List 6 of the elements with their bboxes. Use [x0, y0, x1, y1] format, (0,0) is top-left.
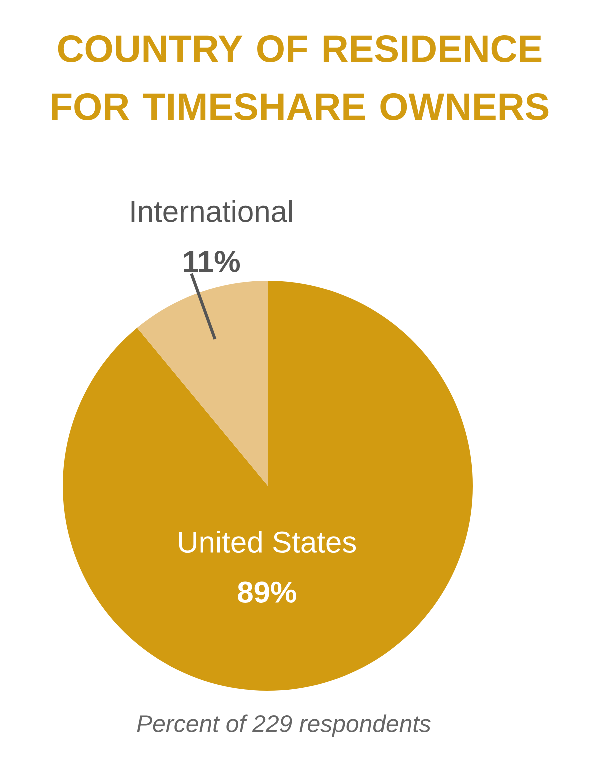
slice-label: International	[132, 200, 292, 222]
data-label: 11%	[184, 251, 240, 272]
data-label: 89%	[238, 582, 296, 604]
chart-title: COUNTRY OF RESIDENCE FOR TIMESHARE OWNERS	[52, 36, 549, 120]
slice-label: United States	[179, 530, 356, 554]
text: Percent of 229 respondents	[137, 714, 431, 738]
